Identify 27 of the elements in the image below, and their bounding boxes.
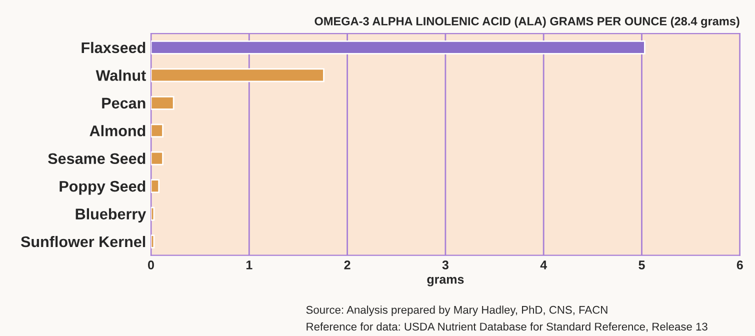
y-tick-label: Pecan bbox=[102, 98, 146, 109]
x-tick-label: 3 bbox=[442, 260, 448, 270]
y-tick-label: Flaxseed bbox=[82, 42, 146, 54]
x-tick-label: 6 bbox=[736, 260, 743, 270]
bar bbox=[151, 40, 646, 54]
x-tick-label: 0 bbox=[148, 260, 154, 270]
bar bbox=[151, 68, 324, 82]
text: Reference for data: USDA Nutrient Database for Standard Reference, Release 13 bbox=[306, 322, 708, 332]
source-note: Source: Analysis prepared by Mary Hadley, PhD, CNS, FACN bbox=[306, 306, 608, 316]
bar bbox=[151, 151, 164, 166]
x-tick-label: 1 bbox=[246, 260, 252, 270]
y-tick-label: Almond bbox=[90, 125, 146, 136]
x-tick-label: 5 bbox=[638, 260, 645, 270]
bar bbox=[151, 179, 160, 193]
bar bbox=[151, 206, 155, 221]
bar bbox=[151, 96, 174, 110]
y-tick-label: Blueberry bbox=[76, 208, 146, 222]
y-tick-label: Poppy Seed bbox=[60, 180, 146, 195]
chart-title: OMEGA-3 ALPHA LINOLENIC ACID (ALA) GRAMS PER OUNCE (28.4 grams) bbox=[314, 16, 740, 28]
x-tick-label: 2 bbox=[344, 260, 350, 270]
y-tick-label: Sesame Seed bbox=[48, 152, 146, 164]
y-tick-label: Walnut bbox=[96, 70, 146, 81]
x-axis-title: grams bbox=[427, 276, 464, 286]
bar bbox=[151, 234, 155, 248]
x-tick-label: 4 bbox=[540, 260, 548, 270]
bar bbox=[151, 124, 164, 138]
y-tick-label: Sunflower Kernel bbox=[20, 236, 146, 248]
